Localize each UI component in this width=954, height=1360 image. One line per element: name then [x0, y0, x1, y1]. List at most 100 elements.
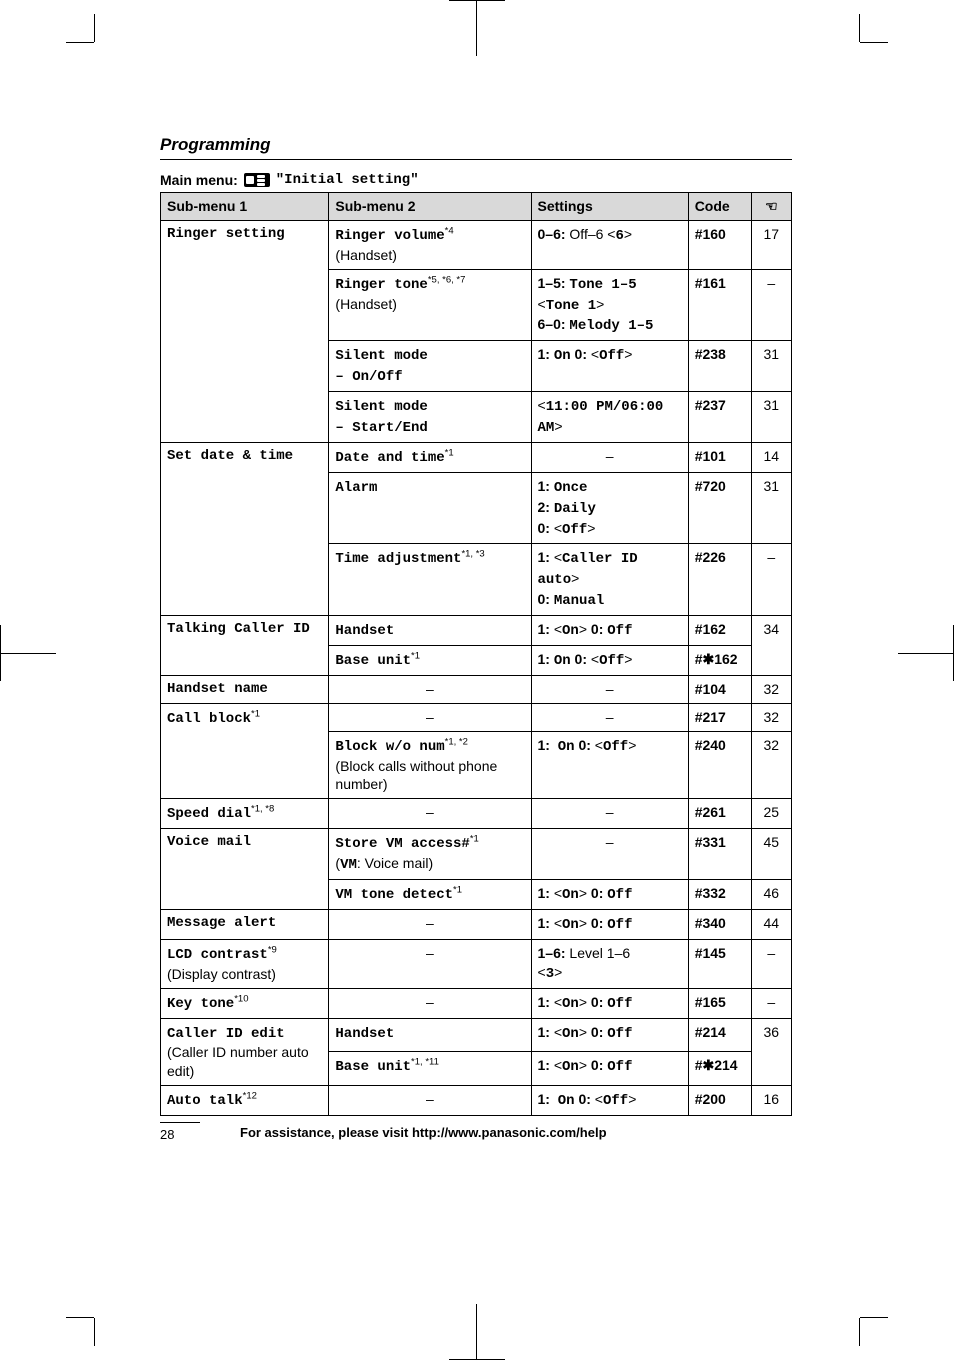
table-header-row: Sub-menu 1 Sub-menu 2 Settings Code ☞	[161, 193, 792, 221]
sub2-cell: Ringer tone*5, *6, *7(Handset)	[329, 269, 531, 341]
crop-mark	[898, 653, 954, 654]
settings-cell: 1: On 0: <Off>	[531, 646, 688, 676]
code-cell: #237	[688, 392, 751, 443]
settings-cell: <11:00 PM/06:00 AM>	[531, 392, 688, 443]
sub1-cell: Key tone*10	[161, 988, 329, 1018]
sub1-cell: Auto talk*12	[161, 1086, 329, 1116]
settings-table: Sub-menu 1 Sub-menu 2 Settings Code ☞ Ri…	[160, 192, 792, 1116]
crop-mark	[859, 14, 860, 42]
sub1-cell: Call block*1	[161, 703, 329, 799]
sub2-cell: Silent mode– Start/End	[329, 392, 531, 443]
crop-mark	[449, 0, 505, 1]
settings-cell: 1: <Caller ID auto>0: Manual	[531, 544, 688, 616]
page-cell: 34	[751, 616, 791, 676]
code-cell: #145	[688, 939, 751, 988]
sub1-cell: Speed dial*1, *8	[161, 799, 329, 829]
settings-cell: 1: <On> 0: Off	[531, 988, 688, 1018]
code-cell: #720	[688, 472, 751, 544]
table-row: LCD contrast*9(Display contrast) – 1–6: Le…	[161, 939, 792, 988]
page-cell: 32	[751, 731, 791, 799]
table-row: Speed dial*1, *8––#26125	[161, 799, 792, 829]
code-cell: #340	[688, 909, 751, 939]
settings-cell: –	[531, 442, 688, 472]
crop-mark	[860, 1317, 888, 1318]
page-cell: 31	[751, 472, 791, 544]
page-cell: –	[751, 269, 791, 341]
main-menu-line: Main menu: "Initial setting"	[160, 172, 792, 188]
table-row: Message alert–1: <On> 0: Off#34044	[161, 909, 792, 939]
page-cell: –	[751, 939, 791, 988]
table-row: Caller ID edit(Caller ID number auto edi…	[161, 1018, 792, 1052]
sub1-cell: Set date & time	[161, 442, 329, 615]
code-cell: #261	[688, 799, 751, 829]
sub2-cell: Store VM access#*1(VM: Voice mail)	[329, 829, 531, 880]
settings-cell: –	[531, 829, 688, 880]
crop-mark	[859, 1318, 860, 1346]
settings-cell: –	[531, 703, 688, 731]
code-cell: #240	[688, 731, 751, 799]
col-pageref: ☞	[751, 193, 791, 221]
sub2-cell: Time adjustment*1, *3	[329, 544, 531, 616]
code-cell: #160	[688, 220, 751, 269]
table-row: Key tone*10–1: <On> 0: Off#165–	[161, 988, 792, 1018]
code-cell: #214	[688, 1018, 751, 1052]
sub1-cell: Voice mail	[161, 829, 329, 910]
settings-cell: 1: On 0: <Off>	[531, 341, 688, 392]
settings-cell: 1: On 0: <Off>	[531, 1086, 688, 1116]
settings-cell: 1: <On> 0: Off	[531, 880, 688, 910]
sub2-cell: VM tone detect*1	[329, 880, 531, 910]
code-cell: #331	[688, 829, 751, 880]
sub1-cell: LCD contrast*9(Display contrast)	[161, 939, 329, 988]
settings-cell: 1: <On> 0: Off	[531, 1018, 688, 1052]
page-cell: 45	[751, 829, 791, 880]
crop-mark	[0, 625, 1, 681]
code-cell: #238	[688, 341, 751, 392]
page-footer: 28 For assistance, please visit http://w…	[160, 1122, 792, 1142]
settings-cell: 1: <On> 0: Off	[531, 1052, 688, 1086]
sub2-cell: Date and time*1	[329, 442, 531, 472]
menu-icon	[244, 173, 270, 187]
code-cell: #217	[688, 703, 751, 731]
main-menu-label: "Initial setting"	[276, 172, 419, 188]
sub2-cell: Alarm	[329, 472, 531, 544]
crop-mark	[476, 1304, 477, 1360]
settings-cell: 1: On 0: <Off>	[531, 731, 688, 799]
crop-mark	[94, 1318, 95, 1346]
table-row: Handset name––#10432	[161, 675, 792, 703]
code-cell: #✱214	[688, 1052, 751, 1086]
settings-cell: –	[531, 675, 688, 703]
code-cell: #162	[688, 616, 751, 646]
code-cell: #226	[688, 544, 751, 616]
hand-icon: ☞	[765, 197, 778, 216]
table-row: Auto talk*12–1: On 0: <Off>#20016	[161, 1086, 792, 1116]
code-cell: #101	[688, 442, 751, 472]
crop-mark	[476, 0, 477, 56]
section-heading: Programming	[160, 135, 792, 160]
settings-cell: 1–5: Tone 1–5<Tone 1>6–0: Melody 1–5	[531, 269, 688, 341]
table-row: Call block*1––#21732	[161, 703, 792, 731]
page-cell: 32	[751, 675, 791, 703]
sub2-cell: –	[329, 675, 531, 703]
sub2-cell: Base unit*1	[329, 646, 531, 676]
table-body: Ringer settingRinger volume*4(Handset)0–…	[161, 220, 792, 1115]
page-cell: 46	[751, 880, 791, 910]
crop-mark	[860, 42, 888, 43]
page-cell: 14	[751, 442, 791, 472]
code-cell: #165	[688, 988, 751, 1018]
settings-cell: 1–6: Level 1–6<3>	[531, 939, 688, 988]
col-code: Code	[688, 193, 751, 221]
page-cell: 32	[751, 703, 791, 731]
code-cell: #200	[688, 1086, 751, 1116]
code-cell: #✱162	[688, 646, 751, 676]
settings-cell: –	[531, 799, 688, 829]
col-sub2: Sub-menu 2	[329, 193, 531, 221]
sub1-cell: Message alert	[161, 909, 329, 939]
col-sub1: Sub-menu 1	[161, 193, 329, 221]
sub2-cell: Silent mode– On/Off	[329, 341, 531, 392]
sub2-cell: –	[329, 1086, 531, 1116]
page-cell: 17	[751, 220, 791, 269]
main-menu-prefix: Main menu:	[160, 172, 238, 188]
page-cell: –	[751, 988, 791, 1018]
page-cell: 16	[751, 1086, 791, 1116]
sub2-cell: Ringer volume*4(Handset)	[329, 220, 531, 269]
